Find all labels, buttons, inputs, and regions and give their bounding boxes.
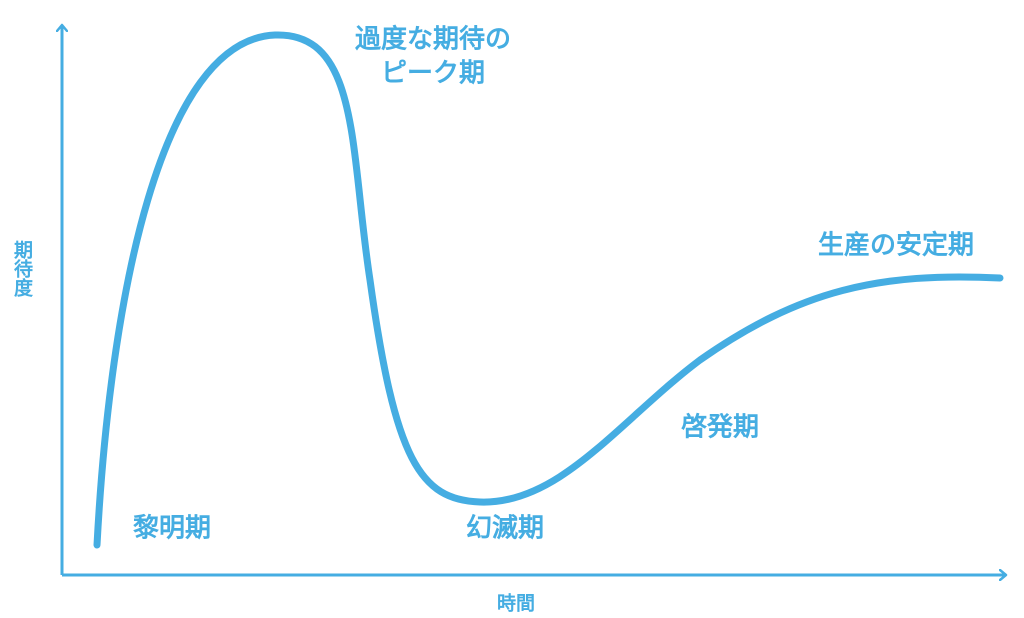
hype-curve: [93, 31, 1004, 549]
phase-label: ピーク期: [381, 59, 485, 89]
phase-label: 生産の安定期: [818, 230, 974, 261]
phase-label: 啓発期: [681, 412, 759, 443]
x-axis-label: 時間: [497, 593, 535, 615]
phase-label: 幻滅期: [466, 514, 544, 544]
y-axis-label: 期待度: [11, 240, 33, 298]
phase-label: 過度な期待の: [355, 24, 511, 55]
phase-label: 黎明期: [133, 513, 211, 544]
